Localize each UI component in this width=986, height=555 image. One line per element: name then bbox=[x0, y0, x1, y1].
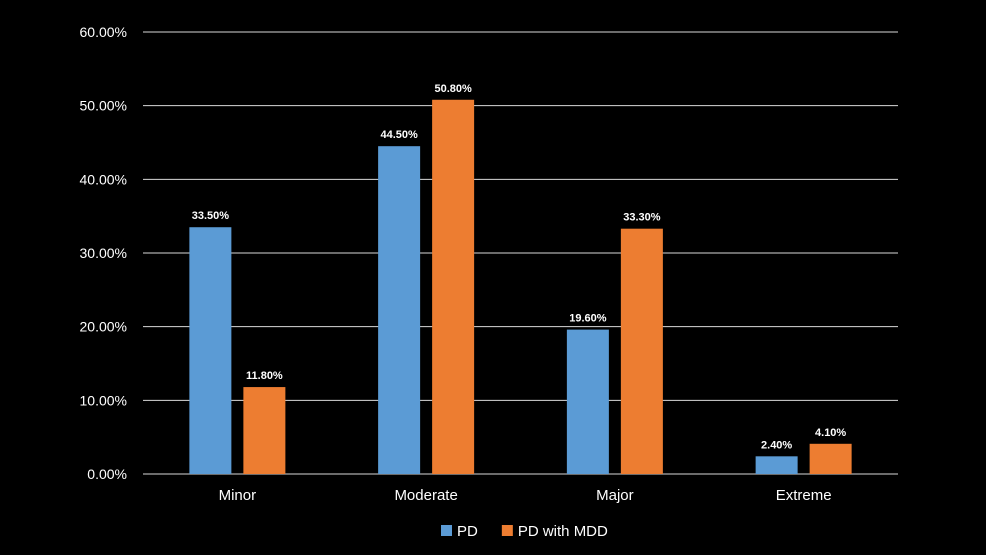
y-axis-ticks: 0.00% 10.00% 20.00% 30.00% 40.00% 50.00% 60.00… bbox=[80, 24, 127, 482]
bar-pd-with-mdd-extreme bbox=[809, 443, 852, 474]
bar-pd-moderate bbox=[378, 146, 421, 474]
bar-pd-extreme bbox=[755, 456, 798, 474]
data-label: 33.30% bbox=[623, 212, 661, 224]
data-label: 11.80% bbox=[246, 370, 283, 382]
data-label: 2.40% bbox=[761, 439, 792, 451]
y-tick-label: 40.00% bbox=[80, 171, 127, 187]
bar-pd-major bbox=[566, 329, 609, 474]
y-tick-label: 20.00% bbox=[80, 319, 127, 335]
bar-pd-with-mdd-major bbox=[620, 228, 663, 474]
data-label: 4.10% bbox=[815, 427, 846, 439]
bar-pd-with-mdd-minor bbox=[243, 387, 286, 474]
bars bbox=[189, 99, 852, 475]
y-tick-label: 0.00% bbox=[87, 466, 127, 482]
y-tick-label: 30.00% bbox=[80, 245, 127, 261]
data-label: 44.50% bbox=[380, 129, 418, 141]
legend: PD PD with MDD bbox=[441, 523, 608, 540]
y-tick-label: 60.00% bbox=[80, 24, 127, 40]
x-category-label: Major bbox=[596, 487, 634, 504]
legend-label: PD bbox=[457, 523, 478, 540]
x-axis-categories: Minor Moderate Major Extreme bbox=[219, 487, 832, 504]
legend-swatch bbox=[501, 525, 513, 536]
legend-label: PD with MDD bbox=[518, 523, 608, 540]
bar-pd-minor bbox=[189, 227, 232, 474]
bar-pd-with-mdd-moderate bbox=[432, 99, 475, 475]
x-category-label: Moderate bbox=[394, 487, 457, 504]
x-category-label: Extreme bbox=[776, 487, 832, 504]
data-label: 50.80% bbox=[434, 83, 472, 95]
x-category-label: Minor bbox=[219, 487, 257, 504]
legend-swatch bbox=[441, 525, 452, 536]
data-labels: 33.50% 11.80% 44.50% 50.80% 19.60% 33.30% 2.40… bbox=[192, 83, 847, 452]
data-label: 33.50% bbox=[192, 210, 230, 222]
y-tick-label: 50.00% bbox=[80, 98, 127, 114]
data-label: 19.60% bbox=[569, 313, 607, 325]
y-tick-label: 10.00% bbox=[80, 392, 127, 408]
